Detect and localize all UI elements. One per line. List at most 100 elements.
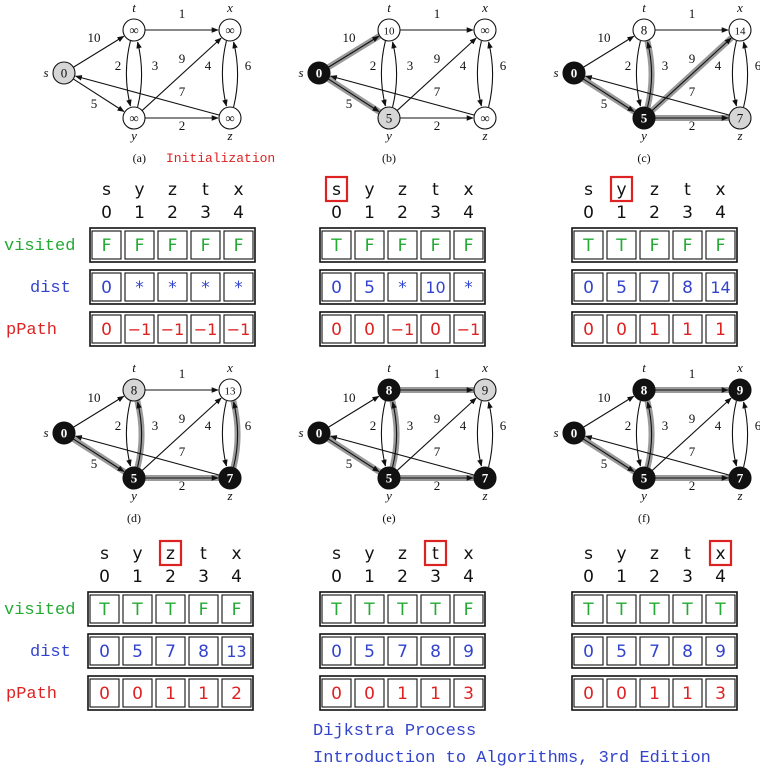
column-letter-3: t: [684, 180, 691, 200]
pPath-cell: [453, 678, 484, 708]
vertex-value-x: 14: [735, 26, 747, 38]
vertex-value-s: 0: [316, 426, 323, 441]
edge-weight-s-y: 5: [601, 456, 608, 471]
column-index-0: 0: [331, 203, 342, 223]
dist-cell: [188, 636, 219, 666]
edge-y-x: [141, 397, 222, 471]
visited-cell: [354, 594, 385, 624]
visited-value-3: T: [681, 600, 693, 620]
dist-cell: [190, 272, 221, 302]
visited-value-0: T: [582, 600, 594, 620]
edge-weight-s-t: 10: [598, 30, 611, 45]
column-index-3: 3: [200, 203, 211, 223]
dist-cell: [453, 272, 484, 302]
edge-s-t: [583, 395, 635, 428]
pPath-value-2: 1: [165, 684, 176, 704]
edge-weight-y-x: 9: [434, 411, 441, 426]
visited-cell: [124, 230, 155, 260]
column-letter-4: x: [463, 544, 473, 564]
visited-cell: [573, 230, 604, 260]
column-index-2: 2: [165, 567, 176, 587]
visited-value-1: T: [131, 600, 143, 620]
column-index-3: 3: [430, 203, 441, 223]
column-index-0: 0: [583, 567, 594, 587]
column-letter-0: s: [584, 544, 593, 564]
dist-cell: [573, 636, 604, 666]
pPath-value-1: 0: [616, 684, 627, 704]
column-letter-0: s: [102, 180, 111, 200]
vertex-value-t: 8: [131, 383, 138, 398]
vertex-y: [377, 106, 401, 130]
visited-cell: [606, 594, 637, 624]
edge-s-t: [73, 395, 125, 428]
vertex-name-z: z: [226, 488, 232, 503]
pPath-value-0: 0: [583, 320, 594, 340]
edge-y-t: [391, 41, 398, 108]
vertex-name-z: z: [226, 128, 232, 143]
array-panel-e: s 0 y 1 z 2 t 3 x 4 T T T T F 0 5 7 8 9 0 0 1 1 3: [319, 539, 486, 711]
edge-s-y: [72, 78, 125, 112]
edge-y-t: [136, 401, 143, 468]
visited-cell: [321, 230, 352, 260]
column-letter-2: z: [398, 180, 407, 200]
array-panel-c: s 0 y 1 z 2 t 3 x 4 T T F F F 0 5 7 8 14 0 0 1 1 1: [571, 175, 738, 347]
visited-cell: [188, 594, 219, 624]
edge-x-z: [476, 400, 483, 467]
pPath-row-frame: [571, 675, 738, 711]
pPath-cell: [453, 314, 484, 344]
vertex-y: [377, 466, 401, 490]
vertex-value-s: 0: [571, 426, 578, 441]
edge-z-s: [584, 75, 730, 116]
edge-weight-t-y: 2: [370, 418, 377, 433]
visited-cell: [420, 230, 451, 260]
pPath-value-1: 0: [364, 684, 375, 704]
visited-cell: [122, 594, 153, 624]
caption-extra-a: Initialization: [166, 151, 275, 166]
vertex-name-z: z: [736, 128, 742, 143]
edge-z-s: [74, 435, 220, 476]
dist-value-1: 5: [364, 278, 375, 298]
row-labels-d: visited dist pPath: [4, 601, 75, 704]
pPath-cell: [606, 678, 637, 708]
dist-cell: [606, 636, 637, 666]
dist-value-1: 5: [364, 642, 375, 662]
column-letter-2: z: [166, 544, 175, 564]
dist-cell: [387, 636, 418, 666]
dist-cell: [155, 636, 186, 666]
vertex-x: [473, 18, 497, 42]
vertex-s: [307, 61, 331, 85]
visited-cell: [639, 230, 670, 260]
pPath-cell: [606, 314, 637, 344]
pPath-value-0: 0: [331, 320, 342, 340]
current-vertex-highlight: [158, 539, 183, 567]
pPath-value-2: 1: [397, 684, 408, 704]
dist-cell: [639, 272, 670, 302]
dist-value-4: *: [234, 278, 243, 298]
vertex-value-s: 0: [316, 66, 323, 81]
vertex-z: [728, 466, 752, 490]
edge-t-y: [635, 400, 642, 467]
visited-cell: [453, 230, 484, 260]
vertex-name-x: x: [226, 0, 233, 15]
edge-y-t: [646, 41, 653, 108]
visited-value-1: F: [365, 236, 375, 256]
column-index-1: 1: [364, 203, 375, 223]
column-index-4: 4: [715, 567, 726, 587]
dist-value-4: 9: [715, 642, 726, 662]
edge-z-x: [742, 401, 749, 468]
graph-panel-d: 10 5 1 2 3 9 2 7 4 6 0s 8 t 13 x 5 y 7 z (d): [43, 360, 251, 525]
vertex-s: [562, 61, 586, 85]
edge-weight-y-z: 2: [434, 478, 441, 493]
column-index-1: 1: [364, 567, 375, 587]
edge-x-z: [221, 40, 228, 107]
visited-value-1: F: [135, 236, 145, 256]
edge-weight-s-t: 10: [88, 390, 101, 405]
column-index-3: 3: [682, 203, 693, 223]
vertex-name-s: s: [43, 425, 48, 440]
edge-weight-z-s: 7: [179, 444, 186, 459]
array-panel-a: s 0 y 1 z 2 t 3 x 4 F F F F F 0 * * * * 0 −1 −1 −1 −1: [89, 180, 256, 347]
visited-value-2: F: [168, 236, 178, 256]
column-index-2: 2: [649, 203, 660, 223]
pPath-cell: [122, 678, 153, 708]
